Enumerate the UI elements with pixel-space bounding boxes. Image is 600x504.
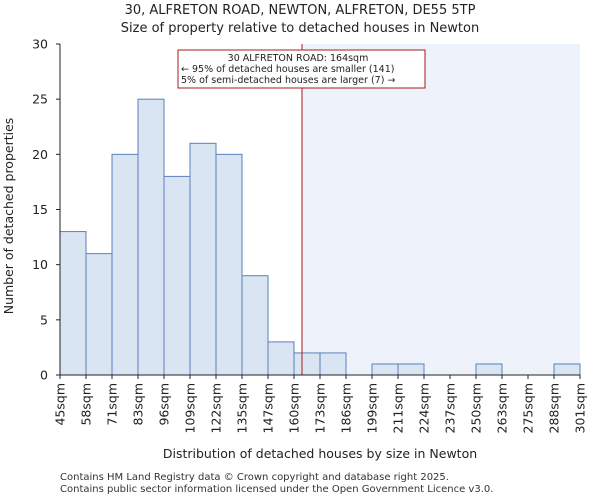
y-tick-label-10: 10 — [32, 257, 48, 272]
annotation-border — [177, 49, 426, 89]
x-tick-label-58sqm: 58sqm — [79, 383, 94, 426]
x-axis-label: Distribution of detached houses by size … — [163, 446, 477, 461]
x-tick-label-71sqm: 71sqm — [105, 383, 120, 426]
x-tick-label-109sqm: 109sqm — [183, 383, 198, 433]
x-tick-label-301sqm: 301sqm — [573, 383, 588, 433]
x-tick-label-211sqm: 211sqm — [391, 383, 406, 433]
bar-58sqm — [85, 253, 113, 376]
bar-109sqm — [189, 142, 217, 376]
chart-subtitle: Size of property relative to detached ho… — [121, 21, 479, 36]
y-tick-label-0: 0 — [40, 368, 48, 383]
x-tick-label-173sqm: 173sqm — [313, 383, 328, 433]
x-tick-label-147sqm: 147sqm — [261, 383, 276, 433]
footer-copyright: Contains HM Land Registry data © Crown c… — [60, 472, 449, 483]
x-tick-label-83sqm: 83sqm — [131, 383, 146, 426]
x-tick-label-122sqm: 122sqm — [209, 383, 224, 433]
x-tick-label-160sqm: 160sqm — [287, 383, 302, 433]
x-tick-label-263sqm: 263sqm — [495, 383, 510, 433]
y-tick-label-25: 25 — [32, 92, 48, 107]
x-tick-label-288sqm: 288sqm — [547, 383, 562, 433]
bar-250sqm — [475, 363, 503, 376]
annotation-box: 30 ALFRETON ROAD: 164sqm ← 95% of detach… — [177, 49, 426, 89]
chart-title: 30, ALFRETON ROAD, NEWTON, ALFRETON, DE5… — [125, 3, 476, 18]
y-tick-label-5: 5 — [40, 312, 48, 327]
y-tick-label-20: 20 — [32, 147, 48, 162]
x-tick-label-237sqm: 237sqm — [443, 383, 458, 433]
bar-288sqm — [553, 363, 581, 376]
bar-96sqm — [163, 175, 191, 376]
bar-147sqm — [267, 341, 295, 376]
bar-211sqm — [397, 363, 425, 376]
bar-45sqm — [59, 231, 87, 376]
x-tick-label-199sqm: 199sqm — [365, 383, 380, 433]
bar-71sqm — [111, 153, 139, 376]
bar-173sqm — [319, 352, 347, 376]
annotation-title: 30 ALFRETON ROAD: 164sqm — [228, 53, 369, 64]
x-tick-label-250sqm: 250sqm — [469, 383, 484, 433]
x-tick-label-135sqm: 135sqm — [235, 383, 250, 433]
annotation-smaller: ← 95% of detached houses are smaller (14… — [181, 64, 394, 75]
x-tick-label-186sqm: 186sqm — [339, 383, 354, 433]
bar-135sqm — [241, 275, 269, 376]
x-tick-label-96sqm: 96sqm — [157, 383, 172, 426]
annotation-larger: 5% of semi-detached houses are larger (7… — [181, 75, 395, 86]
y-axis-label: Number of detached properties — [1, 118, 16, 315]
bars-group — [59, 98, 581, 376]
bar-83sqm — [137, 98, 165, 376]
x-tick-label-45sqm: 45sqm — [53, 383, 68, 426]
y-ticks-group: 0 5 10 15 20 25 30 — [32, 37, 60, 383]
bar-199sqm — [371, 363, 399, 376]
footer-licence: Contains public sector information licen… — [60, 484, 494, 495]
bar-122sqm — [215, 153, 243, 376]
x-ticks-group: 45sqm 58sqm 71sqm 83sqm 96sqm 109sqm 122sqm 135… — [53, 375, 588, 433]
x-tick-label-275sqm: 275sqm — [521, 383, 536, 433]
x-tick-label-224sqm: 224sqm — [417, 383, 432, 433]
y-tick-label-30: 30 — [32, 37, 48, 52]
bar-160sqm — [293, 352, 321, 376]
y-tick-label-15: 15 — [32, 202, 48, 217]
larger-properties-region — [302, 44, 580, 375]
